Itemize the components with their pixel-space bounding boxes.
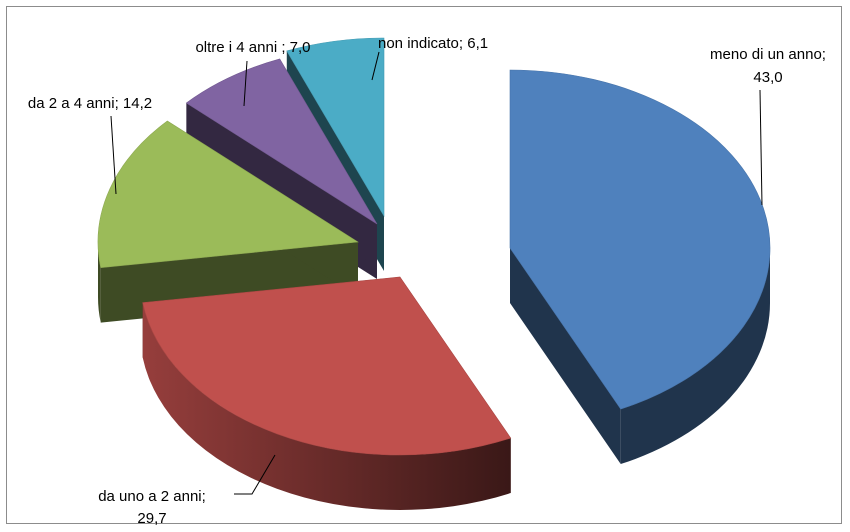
data-label-oltre-i-4-anni: oltre i 4 anni ; 7,0 xyxy=(195,39,310,56)
slice-top xyxy=(185,58,378,225)
slice-top xyxy=(142,276,512,456)
data-label-da-2-a-4-anni: da 2 a 4 anni; 14,2 xyxy=(28,95,152,112)
slice-da-uno-a-2-anni xyxy=(142,276,512,510)
leader-line xyxy=(234,454,276,495)
data-label-da-uno-a-2-anni: da uno a 2 anni; 29,7 xyxy=(98,488,206,527)
slice-meno-di-un-anno xyxy=(509,69,771,465)
data-label-meno-di-un-anno: meno di un anno; 43,0 xyxy=(710,46,826,86)
leader-line xyxy=(110,115,117,195)
slice-side-wall xyxy=(142,302,511,510)
slice-top xyxy=(97,120,359,268)
slice-top xyxy=(509,69,771,410)
slice-side-wall xyxy=(620,248,770,465)
leader-line xyxy=(371,51,380,81)
slice-top xyxy=(286,37,385,218)
slice-cut-face xyxy=(510,248,621,465)
leader-line xyxy=(759,89,763,206)
slice-side-wall xyxy=(98,242,101,323)
leader-line xyxy=(243,60,248,107)
data-label-non-indicato: non indicato; 6,1 xyxy=(378,35,488,52)
